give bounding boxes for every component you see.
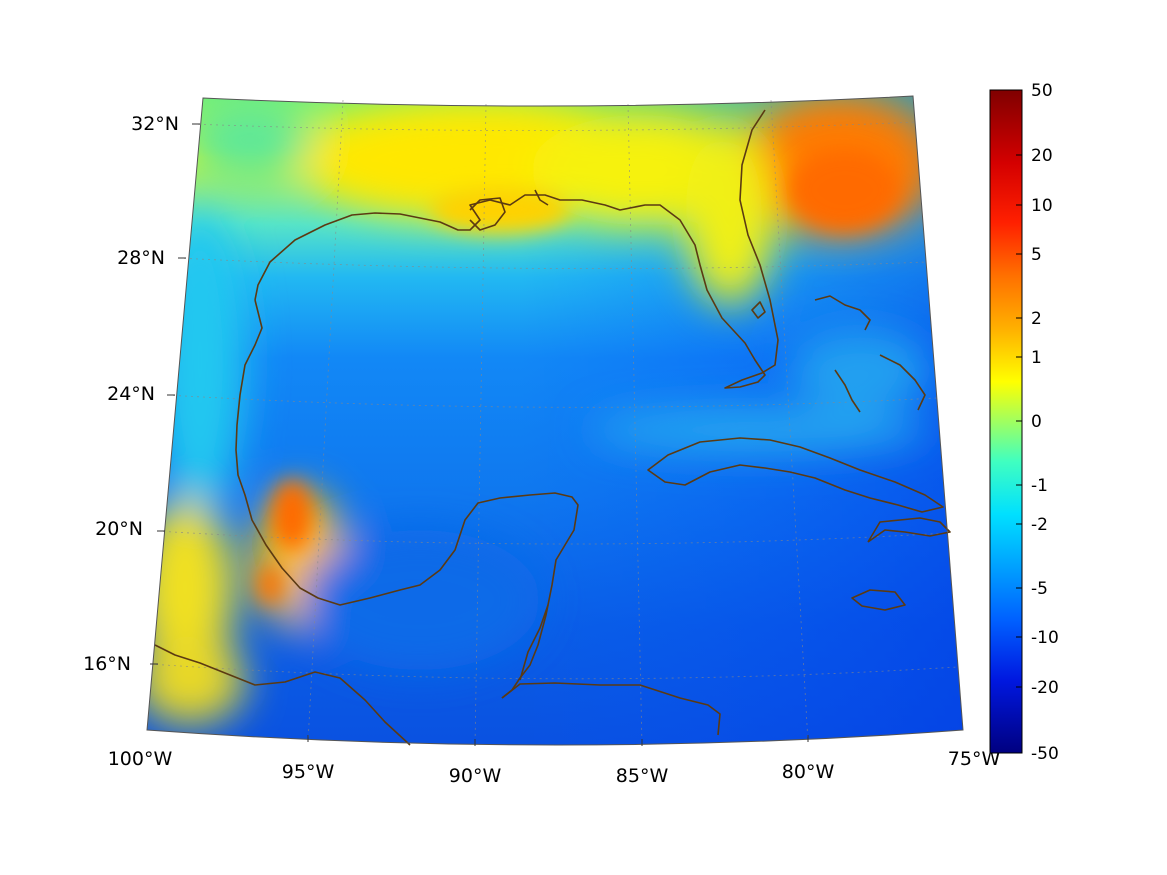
colorbar-label: 50 bbox=[1031, 81, 1053, 101]
lon-label-85w: 85°W bbox=[616, 765, 669, 787]
bahamas-1 bbox=[814, 295, 871, 331]
lon-label-80w: 80°W bbox=[782, 761, 835, 783]
colorbar-ticks bbox=[1016, 154, 1022, 688]
colorbar-label: -1 bbox=[1031, 476, 1048, 496]
mississippi-delta bbox=[469, 197, 506, 231]
mobile-bay bbox=[534, 189, 549, 206]
lat-label-32n: 32°N bbox=[131, 113, 179, 135]
map-frame bbox=[146, 95, 964, 746]
colorbar-label: -5 bbox=[1031, 579, 1048, 599]
mexico-coast bbox=[235, 299, 579, 699]
colorbar-labels: 50 20 10 5 2 1 0 -1 -2 -5 -10 -20 -50 bbox=[1031, 81, 1059, 764]
pacific-coast bbox=[154, 644, 411, 746]
lon-label-90w: 90°W bbox=[449, 765, 502, 787]
lon-label-100w: 100°W bbox=[108, 748, 173, 770]
lon-label-95w: 95°W bbox=[282, 761, 335, 783]
jamaica bbox=[851, 589, 906, 611]
gulf-coast bbox=[254, 109, 779, 389]
data-field bbox=[147, 96, 963, 745]
graticule bbox=[149, 99, 958, 747]
colorbar-label: -50 bbox=[1031, 744, 1059, 764]
lon-label-75w: 75°W bbox=[948, 748, 1001, 770]
colorbar-label: 0 bbox=[1031, 412, 1042, 432]
colorbar-label: -2 bbox=[1031, 515, 1048, 535]
hispaniola bbox=[867, 517, 951, 543]
colorbar-label: -20 bbox=[1031, 678, 1059, 698]
colorbar: 50 20 10 5 2 1 0 -1 -2 -5 -10 -20 -50 bbox=[989, 81, 1059, 764]
lat-label-28n: 28°N bbox=[117, 247, 165, 269]
bahamas-2 bbox=[879, 354, 926, 411]
colorbar-label: 2 bbox=[1031, 309, 1042, 329]
colorbar-label: 20 bbox=[1031, 146, 1053, 166]
central-america-coast bbox=[501, 682, 721, 736]
bahamas-3 bbox=[834, 369, 861, 413]
lake-okeechobee bbox=[751, 301, 766, 319]
lat-label-20n: 20°N bbox=[95, 518, 143, 540]
colorbar-label: 10 bbox=[1031, 196, 1053, 216]
latitude-labels: 32°N 28°N 24°N 20°N 16°N bbox=[83, 113, 179, 675]
colorbar-label: 5 bbox=[1031, 245, 1042, 265]
lat-label-16n: 16°N bbox=[83, 653, 131, 675]
coastlines bbox=[154, 109, 951, 746]
lat-label-24n: 24°N bbox=[107, 383, 155, 405]
colorbar-label: 1 bbox=[1031, 348, 1042, 368]
longitude-labels: 100°W 95°W 90°W 85°W 80°W 75°W bbox=[108, 748, 1001, 787]
colorbar-label: -10 bbox=[1031, 628, 1059, 648]
cuba bbox=[647, 437, 944, 513]
yucatan-east bbox=[519, 604, 549, 681]
map-frame-ticks bbox=[150, 123, 809, 746]
